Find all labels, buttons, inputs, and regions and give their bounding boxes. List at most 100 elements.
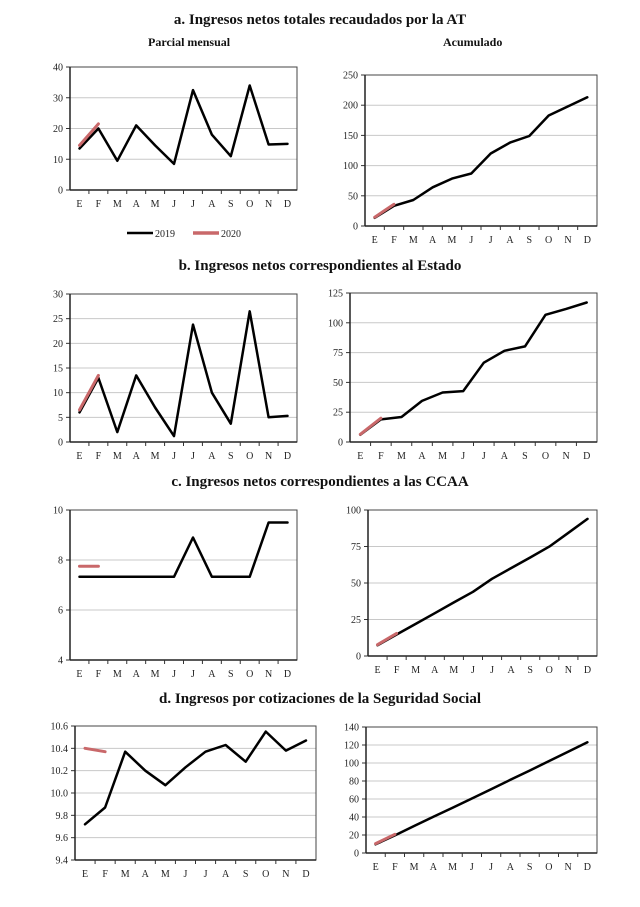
y-tick-label: 250: [343, 71, 358, 82]
x-tick-label: N: [565, 665, 572, 676]
y-tick-label: 0: [354, 849, 359, 860]
y-tick-label: 30: [53, 290, 63, 301]
series-line-2020: [78, 373, 100, 412]
x-tick-label: J: [191, 199, 195, 210]
y-tick-label: 75: [351, 542, 361, 553]
x-tick-label: S: [527, 235, 533, 246]
x-tick-label: O: [545, 862, 552, 873]
y-tick-label: 200: [343, 101, 358, 112]
x-tick-label: A: [430, 862, 438, 873]
y-tick-label: 125: [328, 289, 343, 300]
x-tick-label: F: [96, 669, 102, 680]
x-tick-label: E: [372, 235, 378, 246]
y-tick-label: 9.6: [56, 833, 69, 844]
x-tick-label: A: [142, 869, 150, 880]
y-tick-label: 9.8: [56, 811, 69, 822]
x-tick-label: E: [357, 451, 363, 462]
x-tick-label: S: [243, 869, 249, 880]
x-tick-label: S: [522, 451, 528, 462]
x-tick-label: O: [246, 451, 253, 462]
y-tick-label: 10: [53, 155, 63, 166]
y-tick-label: 0: [338, 438, 343, 449]
x-tick-label: M: [448, 862, 457, 873]
title-d: d. Ingresos por cotizaciones de la Segur…: [159, 691, 481, 707]
series-line-2020: [78, 122, 100, 147]
x-tick-label: M: [113, 199, 122, 210]
x-tick-label: A: [133, 199, 141, 210]
title-b: b. Ingresos netos correspondientes al Es…: [178, 258, 462, 274]
x-tick-label: J: [172, 199, 176, 210]
y-tick-label: 20: [349, 831, 359, 842]
chart-d-left: 9.49.69.810.010.210.410.6E F M A M J J A S O N D: [51, 722, 317, 880]
series-line-2019: [83, 730, 308, 826]
x-tick-label: A: [133, 451, 141, 462]
series-line-2019: [373, 96, 589, 220]
chart-b-right: 0 25 50 75 100 125 E F M A M J J A S O N D: [328, 289, 598, 462]
y-tick-label: 5: [58, 413, 63, 424]
x-tick-label: O: [246, 669, 253, 680]
x-tick-label: A: [501, 451, 509, 462]
x-tick-label: M: [151, 451, 160, 462]
y-tick-label: 4: [58, 656, 63, 667]
x-tick-label: D: [284, 199, 291, 210]
title-c: c. Ingresos netos correspondientes a las…: [171, 474, 469, 490]
y-tick-label: 150: [343, 131, 358, 142]
x-tick-label: A: [506, 235, 514, 246]
x-tick-label: M: [411, 665, 420, 676]
y-tick-label: 30: [53, 93, 63, 104]
subtitle-right: Acumulado: [443, 35, 503, 49]
y-tick-label: 50: [333, 378, 343, 389]
x-tick-label: J: [482, 451, 486, 462]
x-tick-label: J: [461, 451, 465, 462]
x-tick-label: D: [302, 869, 309, 880]
x-tick-label: D: [584, 665, 591, 676]
x-tick-label: J: [204, 869, 208, 880]
legend-label-2020: 2020: [221, 229, 241, 240]
x-tick-label: E: [82, 869, 88, 880]
y-tick-label: 10.4: [51, 744, 69, 755]
y-tick-label: 8: [58, 556, 63, 567]
x-tick-label: O: [246, 199, 253, 210]
x-tick-label: M: [121, 869, 130, 880]
y-tick-label: 0: [353, 222, 358, 233]
x-tick-label: A: [431, 665, 439, 676]
series-line-2020: [358, 416, 383, 436]
x-tick-label: A: [222, 869, 230, 880]
y-tick-label: 10: [53, 506, 63, 517]
x-tick-label: D: [284, 669, 291, 680]
y-tick-label: 100: [346, 506, 361, 517]
x-tick-label: N: [265, 199, 272, 210]
x-tick-label: A: [507, 862, 515, 873]
x-tick-label: D: [584, 862, 591, 873]
x-tick-label: S: [228, 199, 234, 210]
x-tick-label: D: [583, 451, 590, 462]
x-tick-label: E: [76, 199, 82, 210]
x-tick-label: M: [449, 665, 458, 676]
y-tick-label: 0: [58, 438, 63, 449]
y-tick-label: 60: [349, 795, 359, 806]
x-tick-label: E: [76, 669, 82, 680]
title-a: a. Ingresos netos totales recaudados por…: [173, 12, 467, 28]
y-tick-label: 25: [351, 615, 361, 626]
y-tick-label: 75: [333, 348, 343, 359]
series-line-2020: [374, 832, 397, 846]
x-tick-label: N: [563, 451, 570, 462]
x-tick-label: F: [96, 199, 102, 210]
x-tick-label: O: [546, 665, 553, 676]
legend: 2019 2020: [127, 229, 241, 240]
y-tick-label: 10: [53, 388, 63, 399]
series-line-2019: [78, 521, 289, 579]
x-tick-label: J: [172, 669, 176, 680]
y-tick-label: 100: [343, 161, 358, 172]
x-tick-label: N: [282, 869, 289, 880]
x-tick-label: A: [208, 669, 216, 680]
y-tick-label: 50: [348, 191, 358, 202]
x-tick-label: D: [584, 235, 591, 246]
series-line-2020: [83, 746, 107, 754]
y-tick-label: 20: [53, 339, 63, 350]
x-tick-label: N: [265, 451, 272, 462]
subtitle-left: Parcial mensual: [148, 35, 231, 49]
